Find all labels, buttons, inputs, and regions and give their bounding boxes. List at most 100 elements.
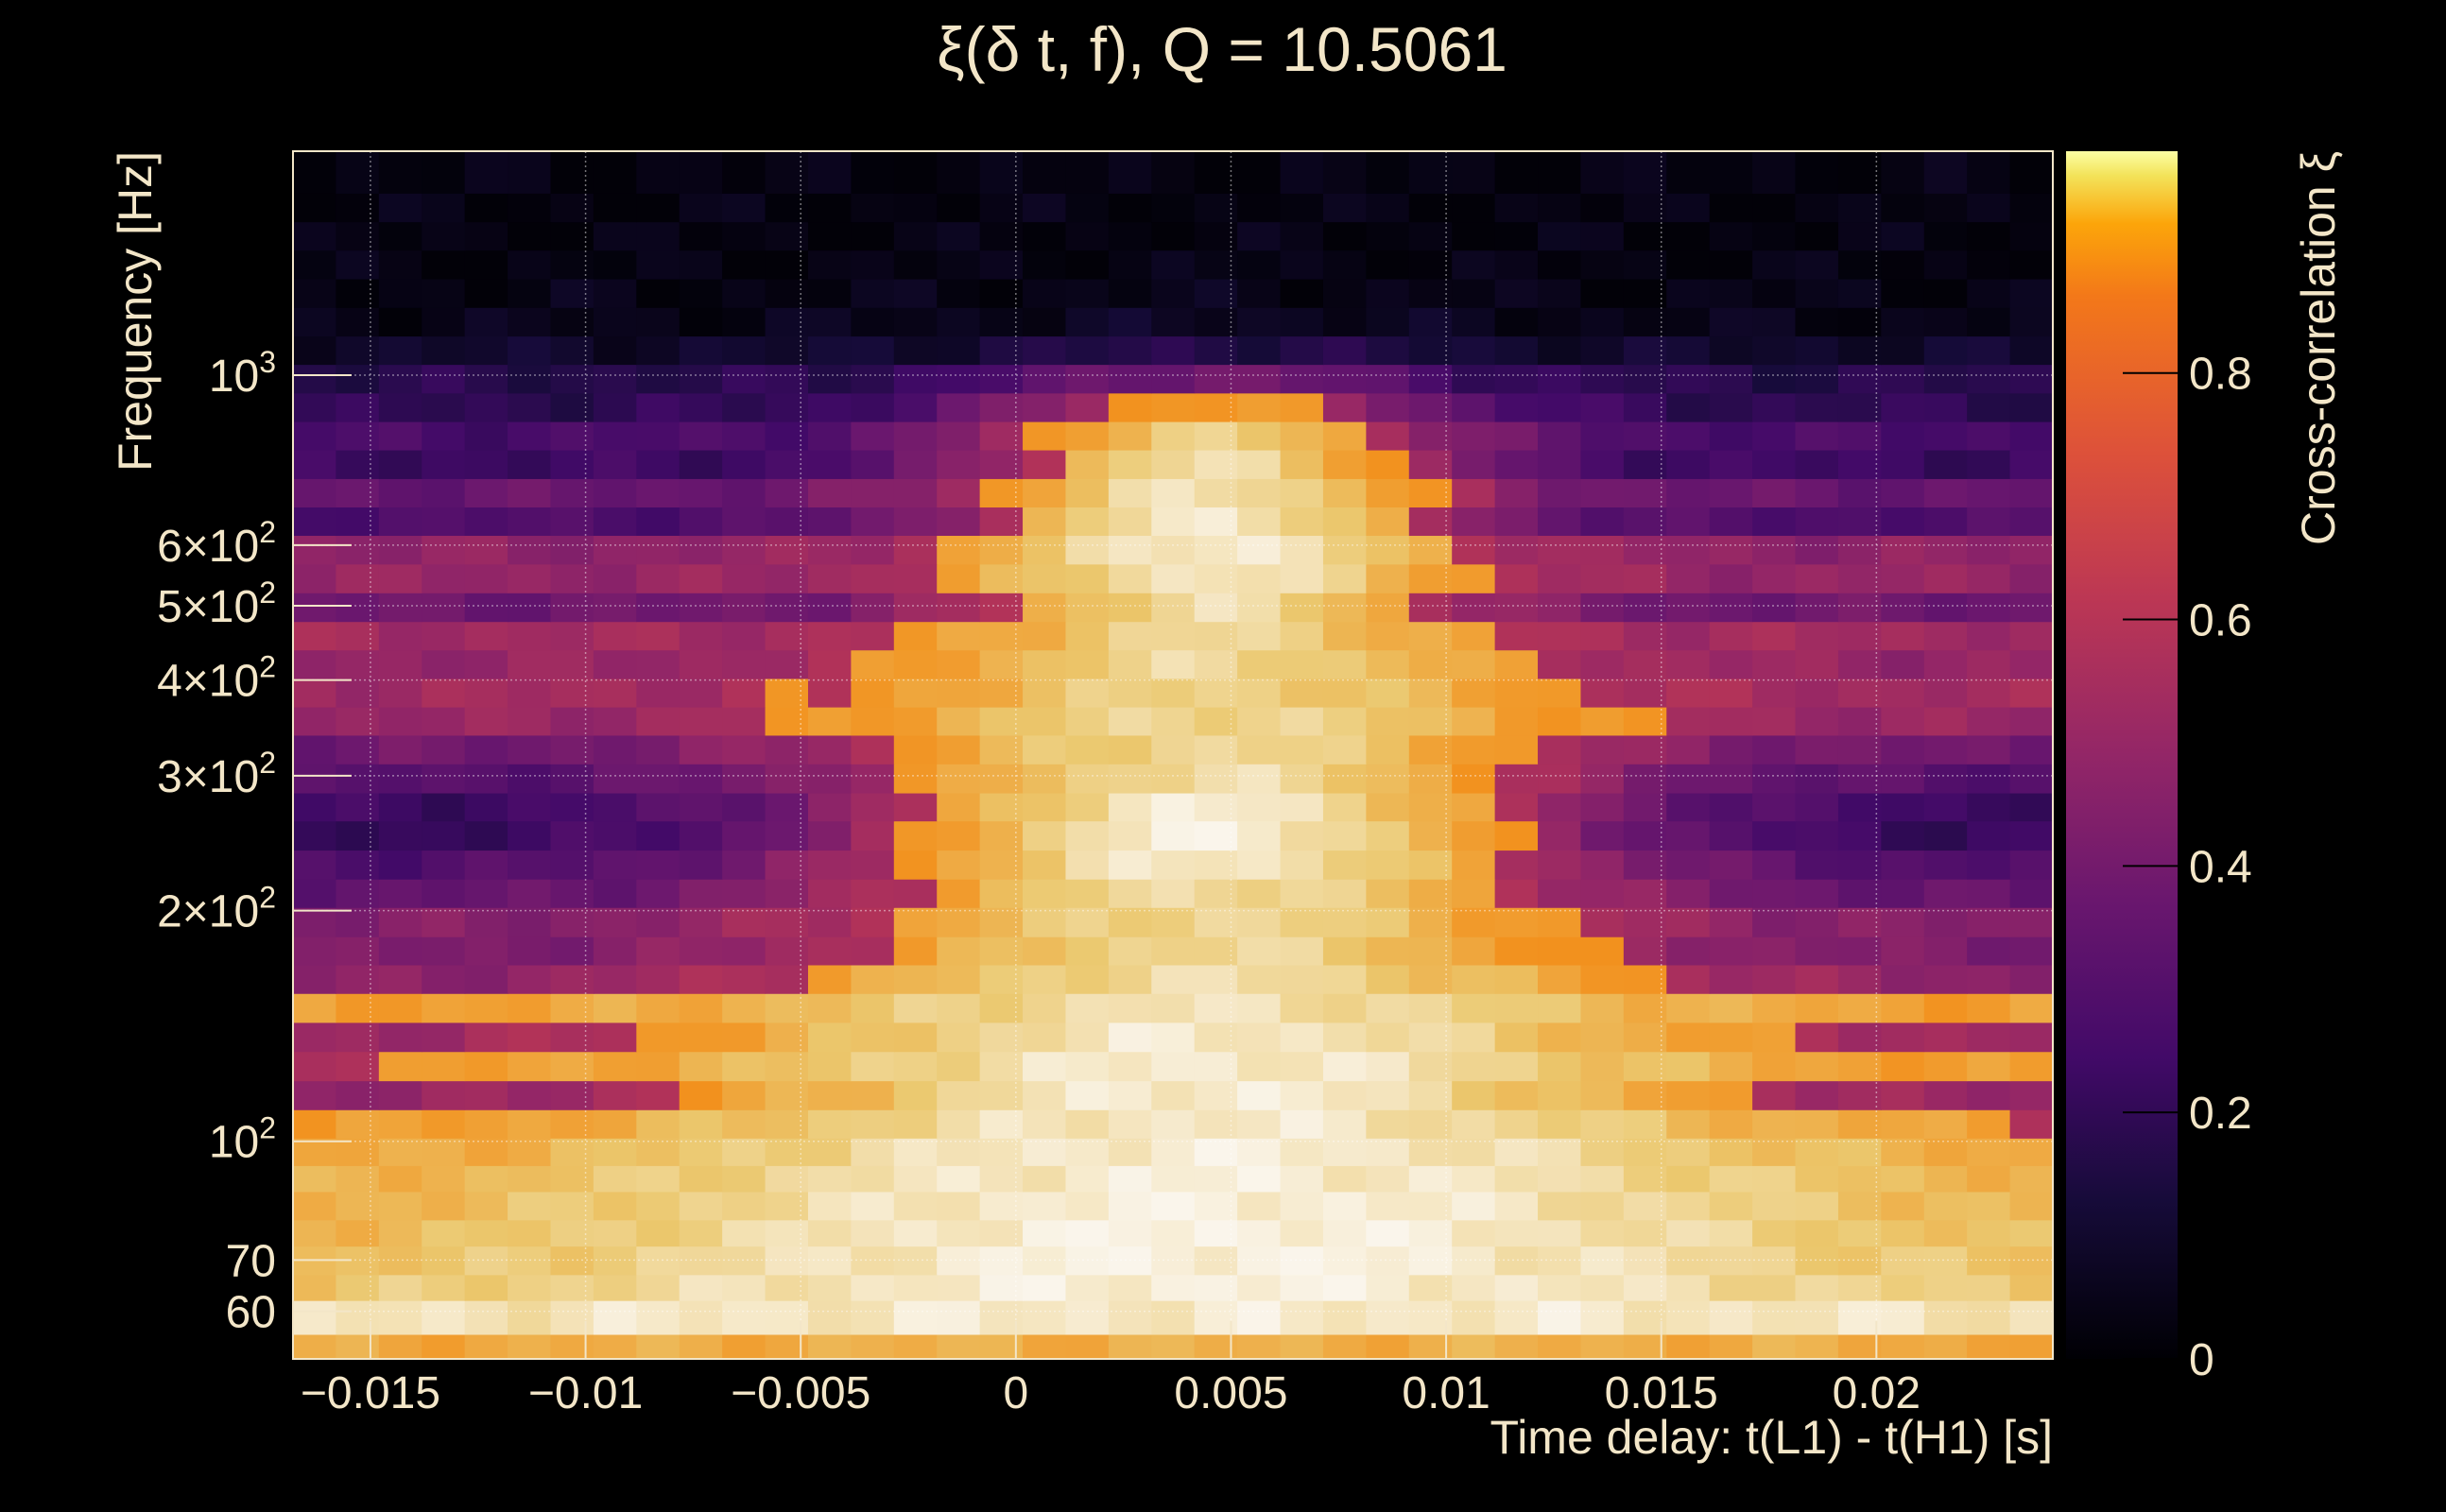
heatmap-cell: [422, 535, 466, 565]
heatmap-cell: [1623, 335, 1667, 366]
heatmap-cell: [1967, 964, 2011, 994]
heatmap-cell: [1452, 964, 1496, 994]
heatmap-cell: [593, 507, 637, 537]
heatmap-cell: [378, 151, 422, 194]
heatmap-cell: [550, 1300, 594, 1335]
heatmap-cell: [378, 734, 422, 765]
heatmap-cell: [593, 734, 637, 765]
heatmap-cell: [1366, 249, 1410, 280]
heatmap-cell: [1366, 1051, 1410, 1082]
heatmap-cell: [593, 707, 637, 736]
heatmap-cell: [1795, 993, 1839, 1023]
heatmap-cell: [722, 993, 767, 1023]
heatmap-cell: [1065, 764, 1110, 794]
grid-lines: [293, 151, 2053, 1359]
heatmap-cell: [1923, 1109, 1968, 1139]
heatmap-cell: [464, 907, 508, 937]
heatmap-cell: [722, 335, 767, 366]
heatmap-cell: [1923, 621, 1968, 651]
heatmap-cell: [722, 792, 767, 822]
heatmap-cell: [979, 764, 1024, 794]
heatmap-cell: [593, 1080, 637, 1110]
heatmap-cell: [722, 507, 767, 537]
heatmap-cell: [422, 364, 466, 394]
heatmap-cell: [1538, 278, 1582, 308]
heatmap-cell: [636, 1246, 680, 1276]
heatmap-cell: [1795, 1022, 1839, 1053]
heatmap-cell: [1151, 593, 1196, 623]
heatmap-cell: [851, 936, 895, 966]
heatmap-cell: [1752, 478, 1797, 507]
heatmap-cell: [1666, 151, 1711, 194]
heatmap-cell: [1623, 936, 1667, 966]
heatmap-cell: [1322, 507, 1367, 537]
heatmap-cell: [893, 392, 938, 422]
heatmap-cell: [1237, 1246, 1282, 1276]
heatmap-cell: [851, 1246, 895, 1276]
heatmap-cell: [1366, 1300, 1410, 1335]
heatmap-cell: [1408, 278, 1453, 308]
heatmap-cell: [1452, 151, 1496, 194]
heatmap-cell: [1923, 151, 1968, 194]
heatmap-cell: [851, 850, 895, 880]
heatmap-cell: [1923, 792, 1968, 822]
heatmap-cell: [1151, 993, 1196, 1023]
heatmap-cell: [636, 392, 680, 422]
heatmap-cell: [807, 1051, 852, 1082]
heatmap-cell: [979, 993, 1024, 1023]
heatmap-cell: [1494, 764, 1539, 794]
heatmap-cell: [293, 449, 337, 479]
heatmap-cell: [1623, 478, 1667, 507]
heatmap-cell: [1023, 1219, 1067, 1247]
heatmap-cell: [1108, 1300, 1152, 1335]
heatmap-cell: [1108, 535, 1152, 565]
heatmap-cell: [378, 1274, 422, 1301]
heatmap-cell: [378, 364, 422, 394]
heatmap-cell: [807, 593, 852, 623]
heatmap-cell: [679, 907, 723, 937]
heatmap-cell: [1923, 1022, 1968, 1053]
heatmap-cell: [593, 1022, 637, 1053]
heatmap-cell: [765, 820, 809, 851]
heatmap-cell: [979, 649, 1024, 679]
heatmap-cell: [851, 792, 895, 822]
heatmap-cell: [1065, 850, 1110, 880]
plot-frame: [292, 150, 2054, 1360]
heatmap-cell: [1580, 850, 1625, 880]
heatmap-cell: [1452, 335, 1496, 366]
heatmap-cell: [1923, 1165, 1968, 1193]
heatmap-cell: [1494, 734, 1539, 765]
heatmap-cell: [1881, 1300, 1925, 1335]
heatmap-cell: [722, 1051, 767, 1082]
heatmap-cell: [550, 1191, 594, 1221]
heatmap-cell: [893, 621, 938, 651]
heatmap-cell: [1709, 563, 1753, 593]
heatmap-cell: [1709, 621, 1753, 651]
heatmap-cell: [979, 792, 1024, 822]
heatmap-cell: [765, 1109, 809, 1139]
heatmap-cell: [1023, 535, 1067, 565]
heatmap-cell: [636, 307, 680, 337]
heatmap-cell: [1795, 1138, 1839, 1166]
heatmap-cell: [1923, 221, 1968, 251]
heatmap-cell: [1623, 649, 1667, 679]
heatmap-cell: [1623, 621, 1667, 651]
heatmap-cell: [636, 1333, 680, 1360]
heatmap-cell: [1237, 936, 1282, 966]
heatmap-cell: [937, 907, 981, 937]
heatmap-cell: [722, 364, 767, 394]
heatmap-cell: [636, 1022, 680, 1053]
x-tick-label: −0.015: [301, 1368, 440, 1418]
heatmap-cell: [765, 936, 809, 966]
heatmap-cell: [1795, 850, 1839, 880]
heatmap-cell: [1452, 764, 1496, 794]
heatmap-cell: [1837, 507, 1882, 537]
heatmap-cell: [422, 964, 466, 994]
heatmap-cell: [1580, 907, 1625, 937]
heatmap-cell: [1623, 392, 1667, 422]
heatmap-cell: [765, 907, 809, 937]
heatmap-cell: [1237, 734, 1282, 765]
heatmap-cell: [1280, 1165, 1324, 1193]
heatmap-cell: [1494, 478, 1539, 507]
heatmap-cell: [1023, 307, 1067, 337]
